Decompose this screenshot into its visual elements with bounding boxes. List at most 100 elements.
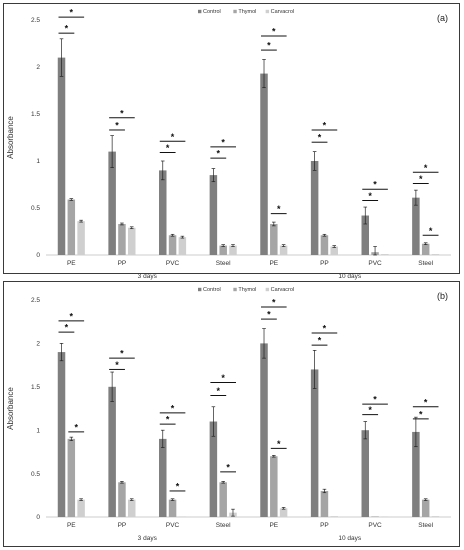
legend-swatch-carvacrol — [265, 287, 270, 292]
bar-control — [159, 170, 167, 255]
legend-label-thymol: Thymol — [238, 9, 256, 15]
significance-star: * — [267, 41, 271, 51]
group-label: 10 days — [338, 273, 362, 280]
bar-carvacrol — [381, 516, 389, 517]
bar-thymol — [219, 245, 227, 255]
significance-star: * — [419, 174, 423, 184]
bar-control — [260, 343, 268, 517]
x-category-label: Steel — [418, 522, 433, 529]
y-tick-label: 0.5 — [31, 471, 40, 478]
legend-label-thymol: Thymol — [238, 287, 256, 293]
y-tick-label: 2.5 — [31, 17, 40, 24]
significance-star: * — [166, 415, 170, 425]
bar-control — [361, 215, 370, 255]
bar-thymol — [270, 456, 278, 517]
significance-star: * — [70, 311, 74, 321]
group-label: 3 days — [138, 273, 158, 280]
chart-panel-b: 0 0.5 1 1.5 2 2.5 Absorbance (b) Control Thymol Ca… — [3, 281, 460, 547]
bar-thymol — [371, 516, 379, 517]
bar-carvacrol — [431, 254, 440, 255]
bar-carvacrol — [330, 516, 338, 517]
significance-star: * — [373, 180, 377, 190]
significance-star: * — [323, 323, 327, 333]
significance-star: * — [424, 397, 428, 407]
bar-carvacrol — [77, 499, 85, 517]
bar-thymol — [270, 223, 278, 255]
x-category-label: PVC — [368, 260, 382, 267]
bar-carvacrol — [127, 499, 136, 517]
y-tick-label: 2 — [36, 64, 40, 71]
y-tick-label: 2 — [36, 341, 40, 348]
x-category-label: PP — [320, 260, 329, 267]
significance-star: * — [221, 373, 225, 383]
bar-carvacrol — [127, 227, 136, 255]
bar-carvacrol — [178, 516, 187, 517]
chart-panel-a: 0 0.5 1 1.5 2 2.5 Absorbance (a) Control Thymol Ca… — [3, 3, 460, 280]
significance-star: * — [120, 108, 124, 118]
significance-star: * — [318, 133, 322, 143]
group-label: 3 days — [138, 535, 158, 542]
x-category-label: PE — [269, 260, 278, 267]
bar-control — [159, 438, 167, 517]
x-category-label: PP — [118, 260, 127, 267]
bar-carvacrol — [279, 508, 288, 517]
bar-thymol — [320, 490, 329, 517]
panel-label: (b) — [437, 291, 448, 301]
significance-star: * — [74, 422, 78, 432]
significance-star: * — [318, 336, 322, 346]
bar-control — [57, 352, 66, 517]
legend-label-carvacrol: Carvacrol — [271, 287, 295, 293]
y-tick-label: 0.5 — [31, 205, 40, 212]
significance-star: * — [424, 163, 428, 173]
significance-star: * — [115, 120, 119, 130]
significance-star: * — [65, 323, 69, 333]
bar-thymol — [118, 223, 126, 255]
x-category-label: Steel — [216, 260, 231, 267]
significance-star: * — [70, 8, 74, 18]
bar-control — [412, 197, 420, 255]
bar-thymol — [67, 199, 76, 255]
y-tick-label: 2.5 — [31, 297, 40, 304]
x-category-label: PVC — [166, 522, 180, 529]
bar-control — [310, 161, 319, 255]
bar-control — [108, 151, 116, 255]
bar-thymol — [320, 235, 329, 255]
group-label: 10 days — [338, 535, 362, 542]
bar-control — [260, 73, 268, 255]
significance-star: * — [277, 439, 281, 449]
bar-thymol — [67, 438, 76, 517]
significance-star: * — [277, 204, 281, 214]
bar-control — [108, 386, 116, 517]
legend-swatch-thymol — [233, 9, 237, 14]
significance-star: * — [166, 143, 170, 153]
significance-star: * — [323, 120, 327, 130]
x-category-label: Steel — [418, 260, 433, 267]
significance-star: * — [373, 395, 377, 405]
significance-star: * — [267, 310, 271, 320]
x-category-label: PVC — [166, 260, 180, 267]
bar-thymol — [168, 235, 177, 255]
x-category-label: PE — [67, 260, 76, 267]
legend-label-control: Control — [203, 9, 221, 15]
bar-control — [209, 175, 218, 255]
significance-star: * — [65, 24, 69, 34]
bar-control — [310, 369, 319, 517]
significance-star: * — [272, 297, 276, 307]
x-category-label: PP — [320, 522, 329, 529]
bar-control — [361, 430, 370, 517]
significance-star: * — [176, 481, 180, 491]
bar-thymol — [118, 482, 126, 517]
significance-star: * — [272, 26, 276, 36]
legend-swatch-control — [198, 9, 202, 14]
bar-thymol — [219, 482, 227, 517]
legend-swatch-control — [198, 287, 202, 292]
significance-star: * — [217, 149, 221, 159]
significance-star: * — [221, 137, 225, 147]
y-tick-label: 1 — [36, 427, 40, 434]
panel-label: (a) — [437, 13, 448, 23]
legend-swatch-thymol — [233, 287, 237, 292]
bar-control — [412, 431, 420, 517]
significance-star: * — [368, 405, 372, 415]
y-tick-label: 0 — [36, 514, 40, 521]
